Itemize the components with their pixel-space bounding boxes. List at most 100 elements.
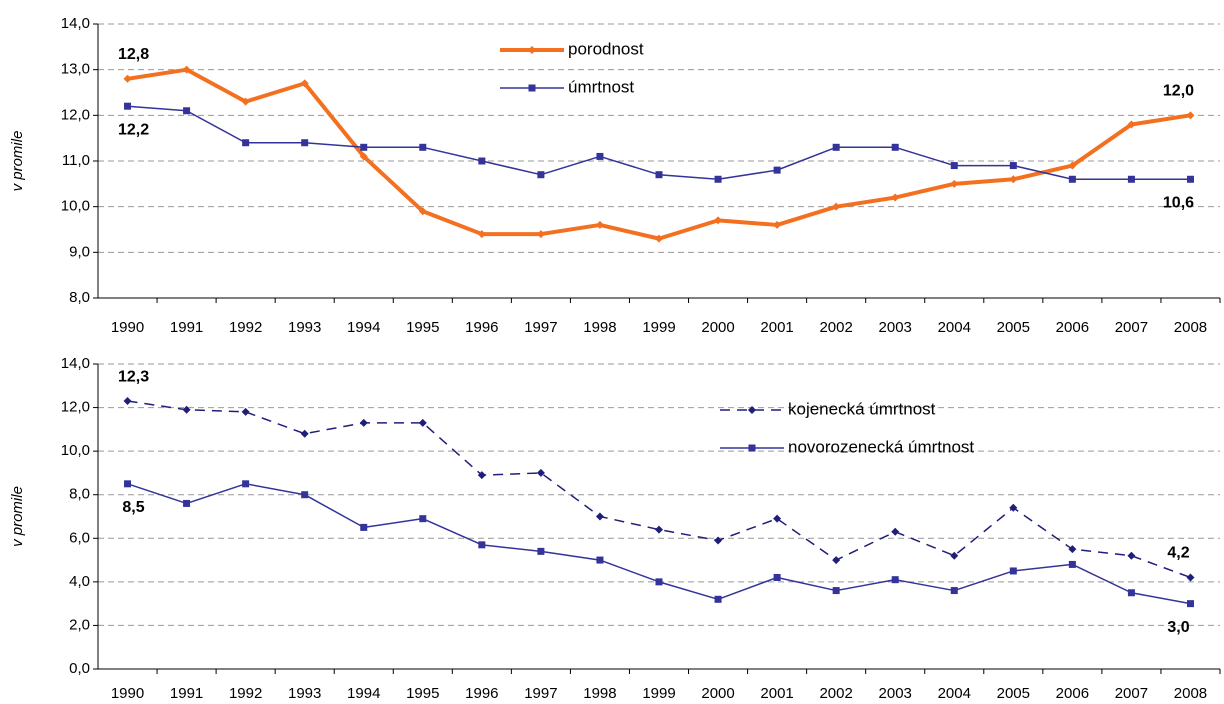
x-tick-label: 2000: [701, 319, 734, 336]
marker: [1068, 175, 1076, 183]
marker: [536, 230, 545, 239]
x-tick-label: 1995: [406, 319, 439, 336]
line: [127, 483, 1191, 605]
marker: [596, 556, 604, 564]
y-tick-label: 6,0: [69, 529, 90, 546]
x-tick-label: 1999: [642, 319, 675, 336]
marker: [1127, 120, 1136, 129]
marker: [123, 74, 132, 83]
marker: [301, 491, 309, 499]
data-label: 12,0: [1163, 83, 1194, 100]
y-tick-label: 14,0: [61, 15, 90, 32]
marker: [478, 157, 486, 165]
x-tick-label: 2004: [938, 685, 971, 702]
y-axis-label: v promile: [9, 131, 26, 192]
marker: [183, 107, 191, 115]
marker: [123, 397, 132, 406]
data-label: 3,0: [1167, 619, 1189, 636]
data-label: 4,2: [1167, 545, 1189, 562]
data-label: 12,2: [118, 121, 149, 138]
marker: [419, 143, 427, 151]
marker: [891, 143, 899, 151]
marker: [1127, 175, 1135, 183]
marker: [1186, 175, 1194, 183]
x-tick-label: 2005: [997, 685, 1030, 702]
marker: [418, 418, 427, 427]
y-tick-label: 8,0: [69, 486, 90, 503]
x-tick-label: 1991: [170, 319, 203, 336]
marker: [478, 541, 486, 549]
marker: [124, 102, 132, 110]
marker: [1068, 161, 1077, 170]
y-tick-label: 12,0: [61, 106, 90, 123]
marker: [360, 143, 368, 151]
x-tick-label: 2006: [1056, 685, 1089, 702]
marker: [537, 171, 545, 179]
marker: [773, 220, 782, 229]
y-tick-label: 9,0: [69, 243, 90, 260]
marker: [1068, 545, 1077, 554]
marker: [1068, 560, 1076, 568]
marker: [359, 152, 368, 161]
marker: [419, 515, 427, 523]
y-tick-label: 11,0: [62, 152, 90, 169]
marker: [748, 444, 756, 452]
y-tick-label: 2,0: [69, 616, 90, 633]
marker: [655, 525, 663, 534]
marker: [655, 234, 663, 243]
marker: [1009, 503, 1018, 512]
x-tick-label: 2008: [1174, 685, 1207, 702]
marker: [1127, 551, 1136, 560]
x-tick-label: 2003: [879, 319, 912, 336]
x-tick-label: 2002: [819, 319, 852, 336]
y-tick-label: 14,0: [61, 355, 90, 372]
x-tick-label: 1990: [111, 319, 144, 336]
marker: [183, 499, 191, 507]
x-tick-label: 1993: [288, 319, 321, 336]
marker: [595, 512, 604, 521]
marker: [714, 536, 723, 545]
y-tick-label: 10,0: [61, 442, 90, 459]
x-tick-label: 2007: [1115, 319, 1148, 336]
marker: [950, 551, 959, 560]
marker: [242, 139, 250, 147]
marker: [891, 527, 900, 536]
marker: [950, 162, 958, 170]
x-tick-label: 2001: [760, 319, 793, 336]
x-tick-label: 1998: [583, 319, 616, 336]
x-tick-label: 2004: [938, 319, 971, 336]
marker: [595, 220, 604, 229]
data-label: 8,5: [122, 499, 144, 516]
x-tick-label: 2002: [819, 685, 852, 702]
marker: [950, 179, 959, 188]
marker: [360, 523, 368, 531]
x-tick-label: 1996: [465, 319, 498, 336]
marker: [655, 171, 663, 179]
marker: [748, 406, 756, 414]
marker: [773, 574, 781, 581]
marker: [418, 207, 427, 216]
x-tick-label: 2003: [879, 685, 912, 702]
x-tick-label: 1994: [347, 685, 380, 702]
marker: [477, 230, 486, 239]
marker: [596, 152, 604, 160]
legend-label: porodnost: [568, 39, 644, 58]
x-tick-label: 1996: [465, 685, 498, 702]
legend-label: novorozenecká úmrtnost: [788, 437, 974, 456]
x-tick-label: 2008: [1174, 319, 1207, 336]
marker: [537, 547, 545, 555]
y-tick-label: 10,0: [61, 198, 90, 215]
x-tick-label: 2005: [997, 319, 1030, 336]
legend-label: úmrtnost: [568, 77, 634, 96]
marker: [773, 166, 781, 174]
marker: [182, 65, 191, 74]
marker: [1009, 567, 1017, 575]
x-tick-label: 1998: [583, 685, 616, 702]
x-tick-label: 1997: [524, 685, 557, 702]
x-tick-label: 1993: [288, 685, 321, 702]
marker: [242, 480, 250, 488]
marker: [182, 405, 191, 414]
marker: [241, 97, 250, 106]
